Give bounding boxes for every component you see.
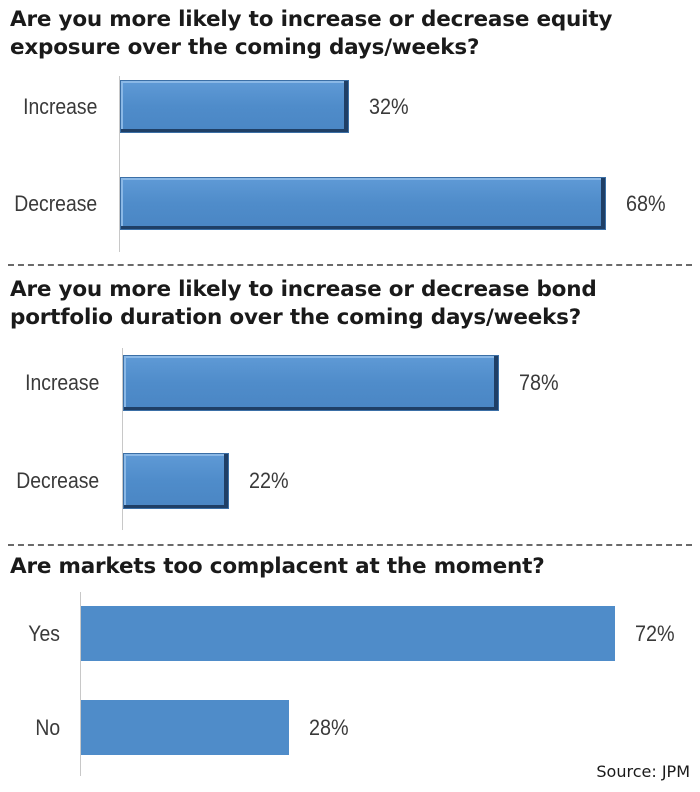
- bar-increase: [123, 355, 499, 411]
- category-label: Decrease: [14, 190, 97, 216]
- bar-no: [81, 700, 289, 755]
- value-label: 32%: [369, 93, 409, 119]
- value-label: 68%: [626, 190, 666, 216]
- source-note: Source: JPM: [596, 762, 690, 781]
- category-label: Increase: [22, 93, 97, 119]
- bar-decrease: [123, 453, 229, 509]
- value-label: 28%: [309, 714, 349, 740]
- chart-3-title: Are markets too complacent at the moment…: [10, 554, 545, 579]
- chart-3-axis: [80, 592, 81, 776]
- chart-1-title: Are you more likely to increase or decre…: [10, 7, 613, 60]
- category-label: Increase: [24, 370, 99, 395]
- bar-yes: [81, 606, 615, 661]
- category-label: Decrease: [16, 468, 99, 493]
- chart-1-axis: [119, 76, 120, 252]
- chart-2-title: Are you more likely to increase or decre…: [10, 277, 597, 330]
- category-label: Yes: [28, 620, 60, 646]
- value-label: 78%: [519, 370, 559, 395]
- value-label: 22%: [249, 468, 289, 493]
- value-label: 72%: [635, 620, 675, 646]
- bar-decrease: [120, 177, 606, 230]
- category-label: No: [35, 714, 60, 740]
- chart-2-axis: [122, 348, 123, 530]
- bar-increase: [120, 80, 349, 133]
- section-divider: [8, 544, 692, 546]
- section-divider: [8, 264, 692, 266]
